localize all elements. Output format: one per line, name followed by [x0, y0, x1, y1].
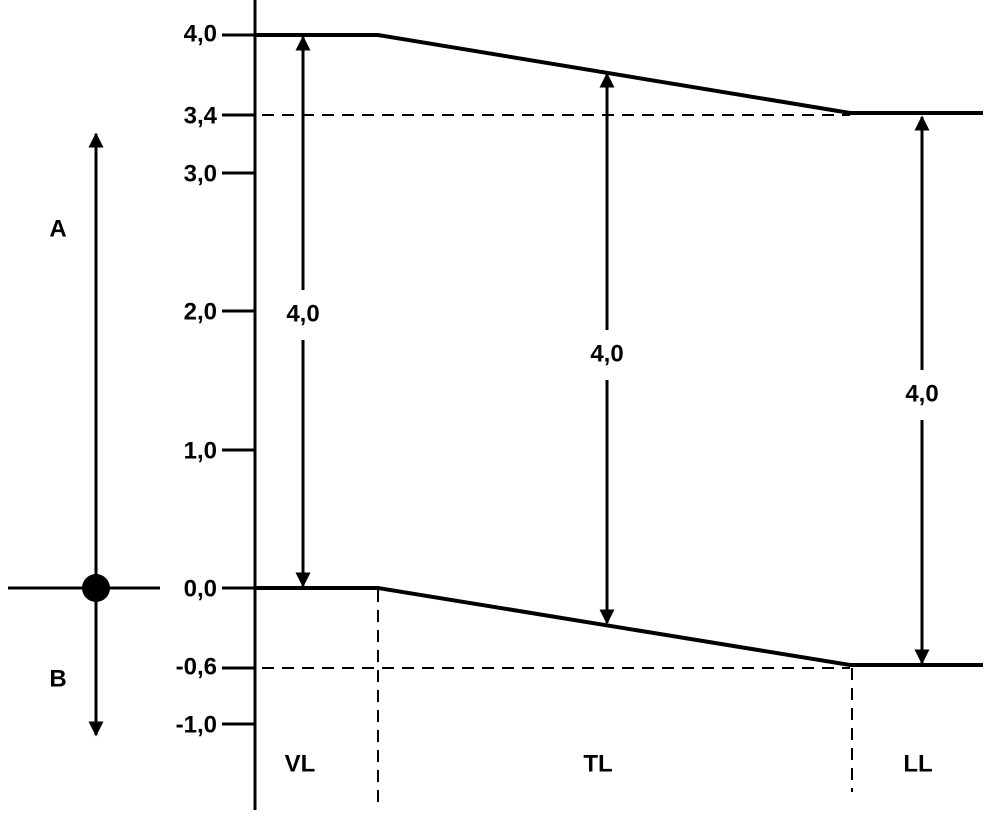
upper-line [255, 33, 983, 115]
tick-label: 2,0 [184, 298, 217, 325]
direction-label: A [49, 215, 66, 242]
tick-label: -1,0 [176, 711, 217, 738]
tick-label: 0,0 [184, 575, 217, 602]
direction-label: B [49, 665, 66, 692]
tick-label: 1,0 [184, 437, 217, 464]
tick-label: 3,0 [184, 160, 217, 187]
dimension-label: 4,0 [590, 340, 623, 367]
lower-line [255, 586, 983, 667]
section-label: TL [583, 750, 612, 777]
dimension-label: 4,0 [905, 380, 938, 407]
tick-label: -0,6 [176, 653, 217, 680]
origin-dot [82, 574, 110, 602]
tick-label: 4,0 [184, 20, 217, 47]
tick-label: 3,4 [184, 102, 218, 129]
ticks [222, 33, 255, 726]
dimension-label: 4,0 [286, 300, 319, 327]
section-label: LL [903, 750, 932, 777]
section-label: VL [285, 750, 316, 777]
